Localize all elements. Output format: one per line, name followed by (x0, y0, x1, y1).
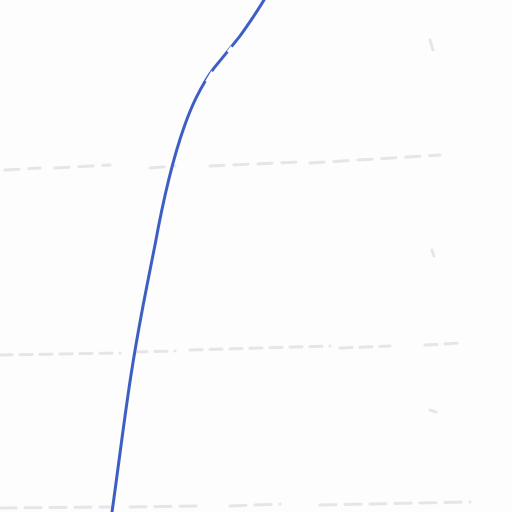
ruled-line (3, 153, 442, 172)
faint-ruled-lines (0, 38, 472, 510)
ruled-line (0, 500, 472, 510)
ruled-line (0, 341, 462, 357)
pen-stroke (110, 0, 266, 512)
speck (428, 38, 438, 414)
stroke-gap (226, 46, 234, 53)
stroke-gap (205, 70, 215, 84)
